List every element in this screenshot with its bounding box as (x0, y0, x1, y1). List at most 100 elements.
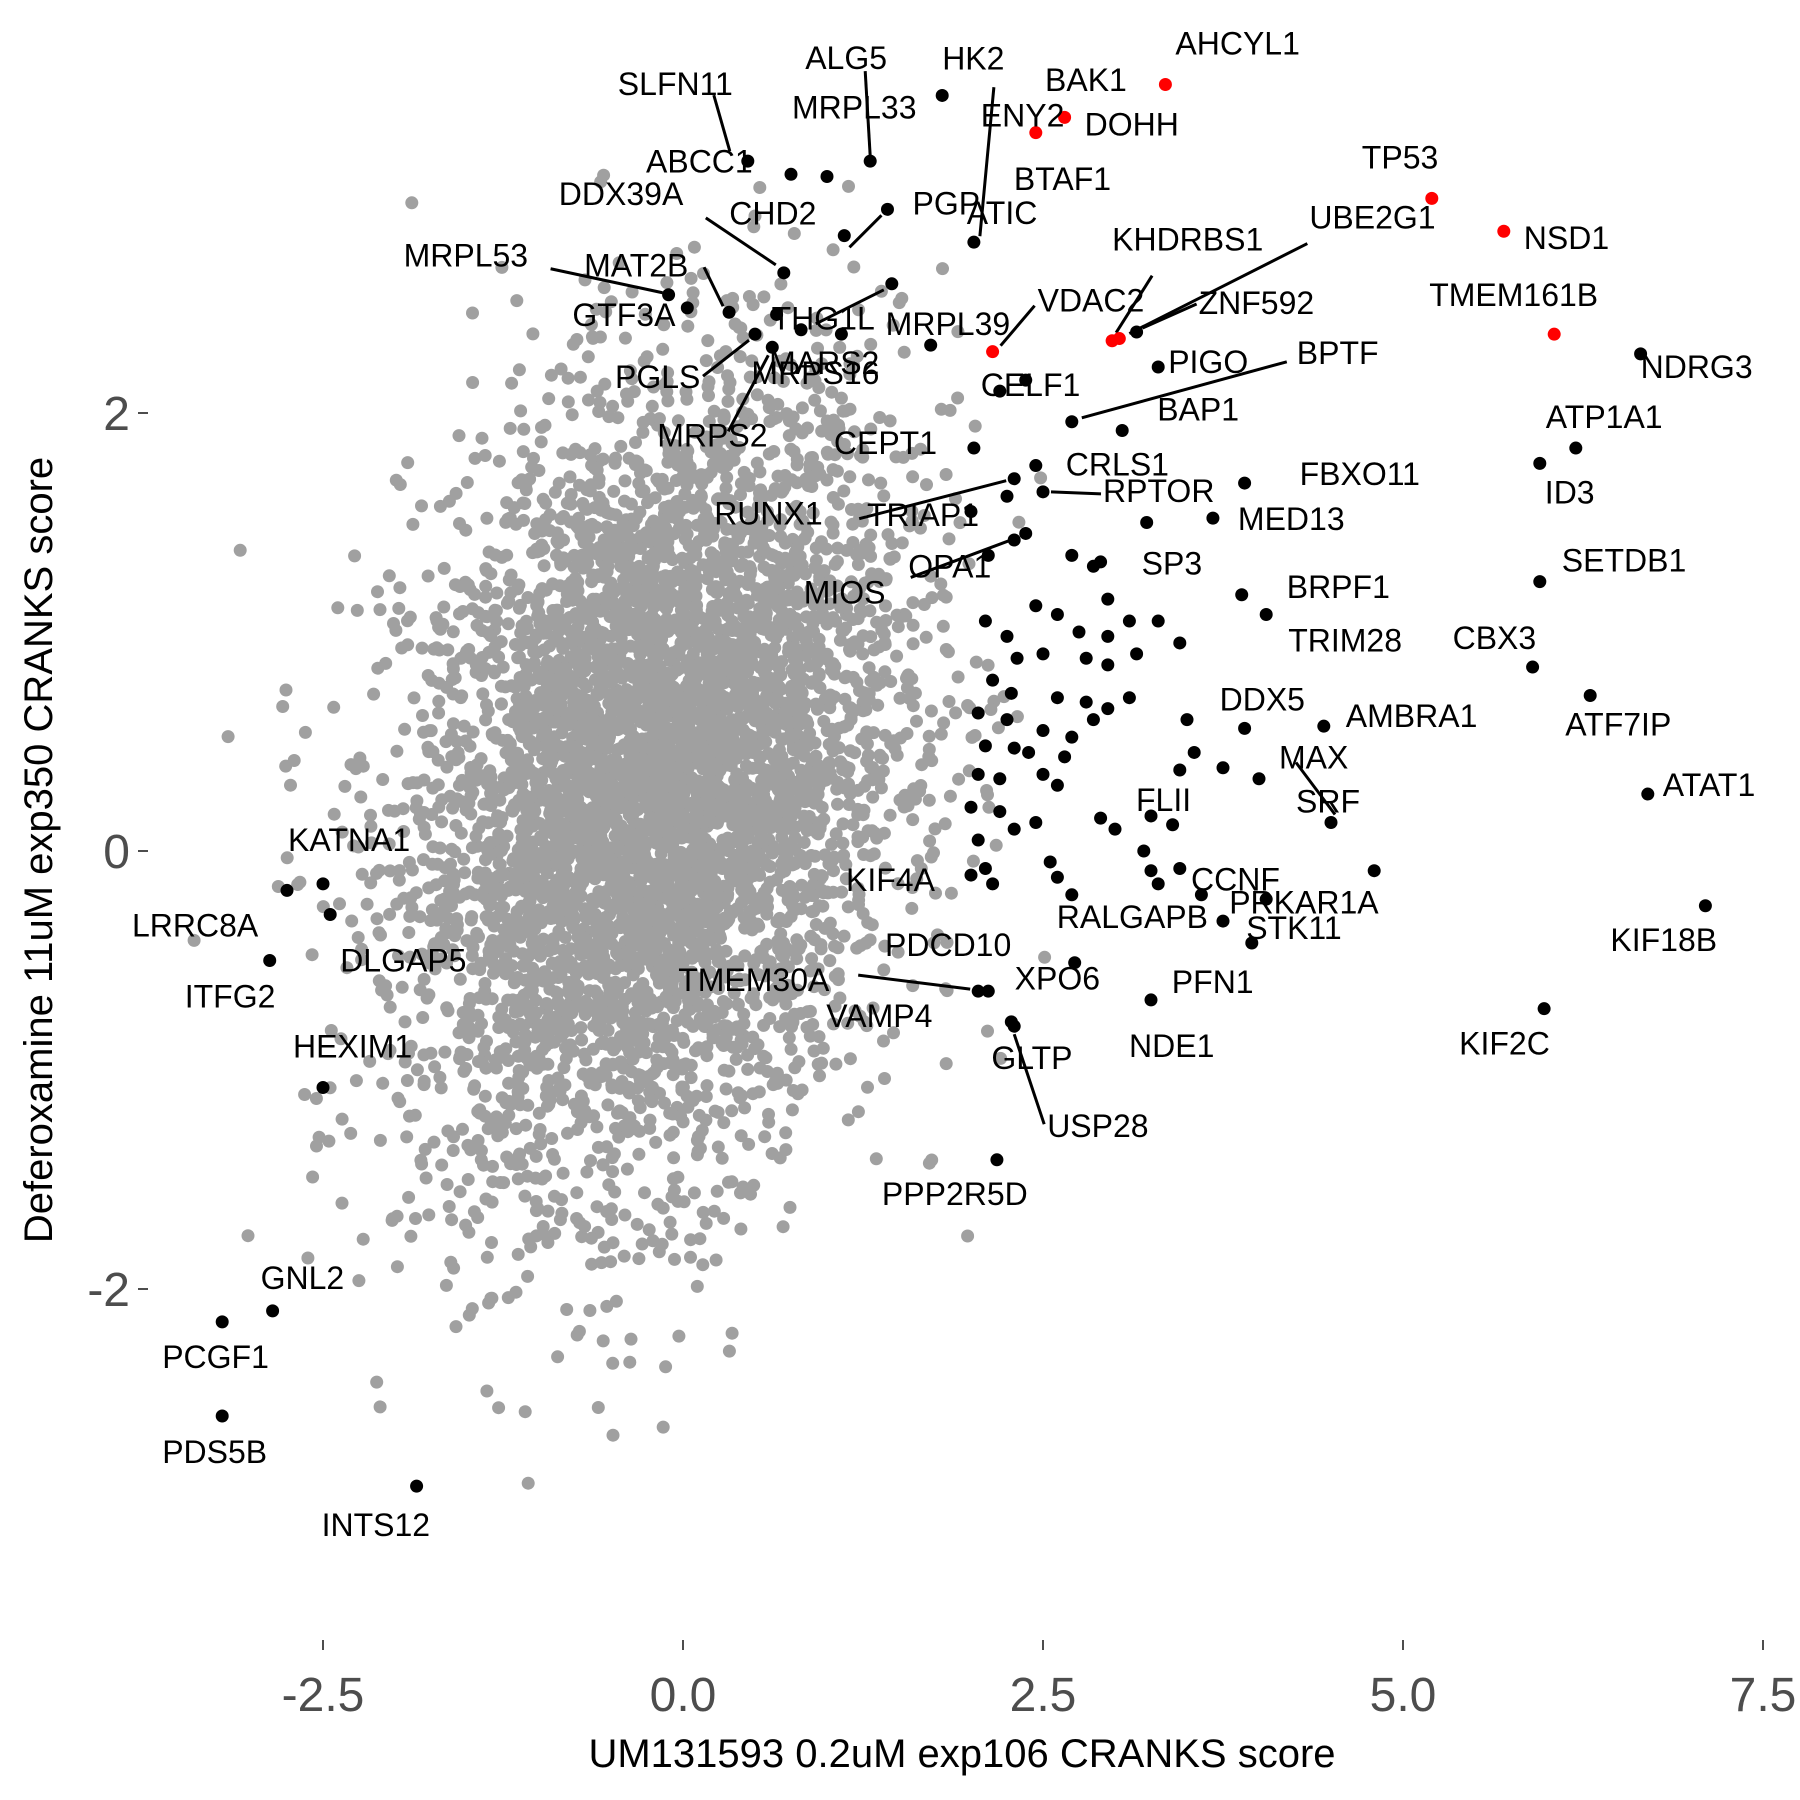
background-point (805, 480, 819, 493)
background-point (604, 576, 618, 590)
background-point (439, 735, 453, 749)
background-point (567, 674, 581, 688)
background-point (924, 850, 938, 864)
background-point (659, 990, 673, 1004)
background-point (699, 786, 713, 800)
background-point (777, 756, 791, 770)
background-point (406, 517, 420, 531)
background-point (785, 1103, 799, 1117)
background-point (395, 980, 409, 994)
background-point (443, 789, 457, 803)
background-point (305, 948, 319, 962)
background-point (629, 436, 642, 449)
background-point (513, 1098, 527, 1112)
background-point (863, 933, 877, 947)
background-point (819, 323, 833, 337)
background-point (820, 473, 834, 487)
background-point (427, 1135, 441, 1149)
background-point (415, 499, 428, 513)
background-point (471, 1105, 485, 1118)
background-point (674, 797, 687, 811)
background-point (432, 694, 446, 708)
background-point (648, 516, 662, 530)
background-point (403, 610, 417, 624)
background-point (694, 468, 708, 482)
background-point (811, 341, 824, 355)
background-point (741, 1062, 755, 1076)
background-point (401, 638, 415, 652)
background-point (367, 687, 381, 701)
background-point (890, 649, 904, 663)
background-point (851, 808, 865, 822)
background-point (873, 411, 887, 424)
background-point (743, 688, 756, 702)
background-point (518, 1035, 532, 1049)
background-point (457, 852, 471, 866)
background-point (658, 953, 672, 967)
background-point (773, 1020, 787, 1034)
background-point (687, 1186, 701, 1200)
background-point (751, 500, 765, 513)
background-point (925, 1153, 939, 1167)
background-point (512, 1064, 526, 1077)
background-point (861, 748, 875, 762)
background-point (617, 1249, 631, 1263)
background-point (476, 815, 490, 829)
background-point (465, 841, 479, 855)
background-point (484, 1291, 498, 1305)
background-point (641, 496, 654, 510)
background-point (542, 1098, 556, 1111)
background-point (233, 543, 247, 557)
background-point (700, 509, 714, 523)
background-point (699, 354, 713, 368)
background-point (464, 766, 478, 779)
background-point (596, 626, 610, 640)
background-point (344, 1126, 358, 1140)
background-point (491, 869, 505, 883)
background-point (591, 1401, 605, 1414)
background-point (379, 656, 393, 670)
background-point (433, 499, 447, 513)
background-point (657, 791, 671, 805)
background-point (767, 445, 781, 458)
background-point (446, 657, 460, 671)
background-point (856, 647, 870, 661)
background-point (747, 957, 761, 971)
background-point (515, 619, 529, 633)
background-point (643, 626, 656, 640)
background-point (545, 1132, 559, 1145)
background-point (511, 1247, 525, 1261)
background-point (402, 926, 416, 939)
background-point (573, 728, 586, 742)
background-point (754, 945, 768, 958)
background-point (711, 361, 725, 374)
background-point (537, 559, 551, 573)
background-point (680, 706, 694, 720)
background-point (630, 1217, 644, 1231)
background-point (291, 878, 305, 891)
background-point (645, 399, 659, 413)
background-point (952, 772, 966, 786)
background-point (510, 855, 524, 869)
background-point (886, 318, 900, 332)
background-point (438, 861, 452, 875)
background-point (589, 520, 603, 534)
background-point (666, 924, 680, 938)
background-point (430, 913, 444, 927)
background-point (951, 670, 965, 684)
background-point (735, 841, 749, 855)
background-point (373, 1133, 387, 1147)
background-point (680, 478, 694, 492)
background-point (722, 912, 736, 926)
background-point (528, 718, 542, 732)
background-point (401, 456, 415, 470)
background-point (279, 683, 293, 697)
background-point (416, 1011, 430, 1024)
background-point (593, 740, 607, 754)
background-point (856, 907, 870, 920)
background-point (403, 909, 417, 923)
background-point (459, 523, 473, 537)
background-point (518, 1189, 532, 1203)
background-point (410, 794, 424, 808)
background-point (746, 1087, 760, 1101)
